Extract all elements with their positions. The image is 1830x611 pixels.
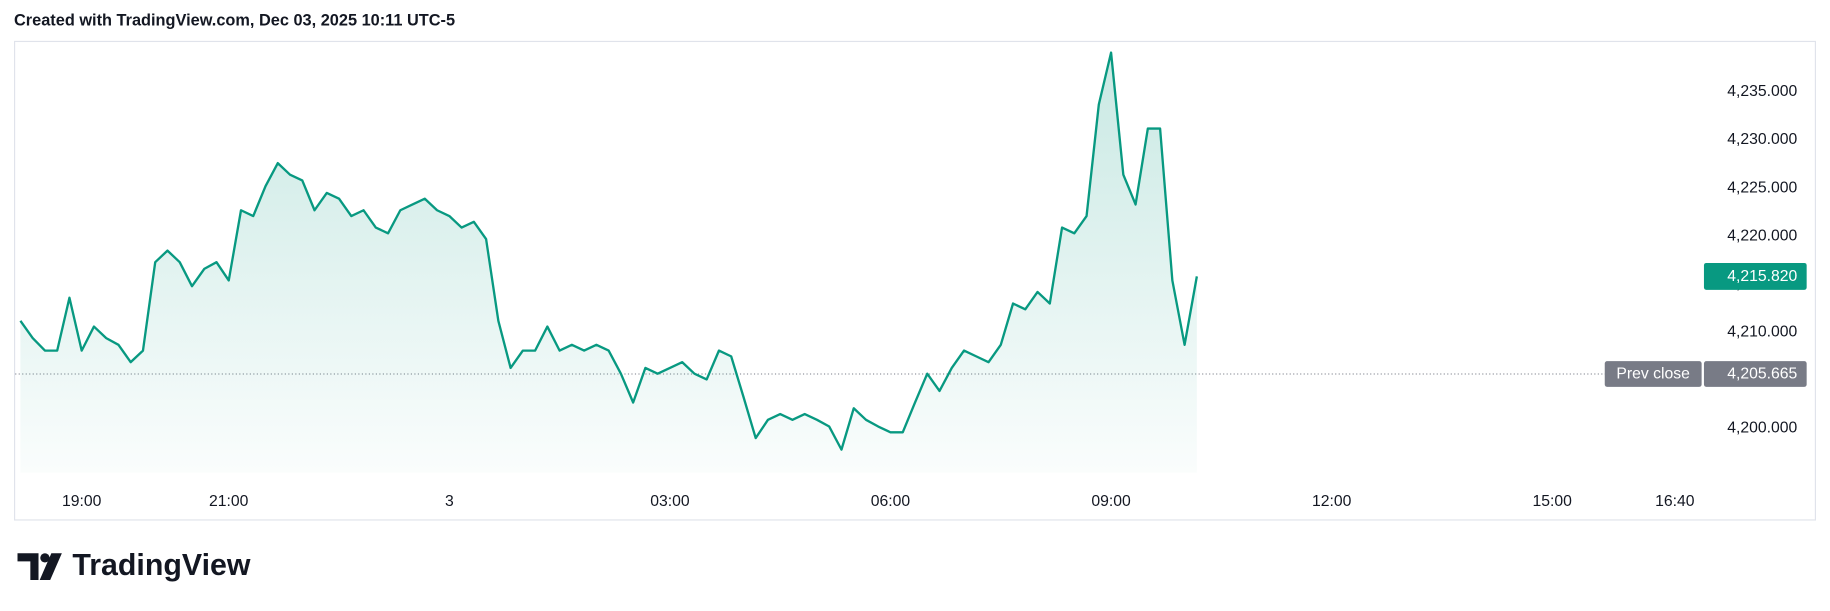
y-tick-label: 4,230.000 (1727, 131, 1797, 148)
y-tick-label: 4,225.000 (1727, 179, 1797, 196)
y-tick-label: 4,235.000 (1727, 83, 1797, 100)
logo-mark (17, 553, 39, 581)
prev-close-name: Prev close (1616, 366, 1690, 383)
prev-close-box (1703, 361, 1807, 387)
logo-dot (40, 553, 50, 563)
brand-logo: TradingView (17, 549, 251, 582)
area-fill (20, 52, 1197, 473)
header-title: Created with TradingView.com, Dec 03, 20… (14, 11, 455, 29)
last-price-box (1703, 262, 1807, 290)
logo-mark (39, 553, 62, 581)
x-tick-label: 19:00 (62, 493, 102, 510)
x-tick-label: 12:00 (1312, 493, 1352, 510)
brand-name: TradingView (72, 549, 250, 582)
y-tick-label: 4,200.000 (1727, 420, 1797, 437)
x-tick-label: 21:00 (209, 493, 249, 510)
prev-close-label: 4,205.665 (1727, 366, 1797, 383)
price-line (19, 51, 1199, 451)
x-tick-label: 3 (445, 493, 454, 510)
x-tick-label: 03:00 (650, 493, 690, 510)
y-tick-label: 4,210.000 (1727, 323, 1797, 340)
x-tick-label: 15:00 (1533, 493, 1573, 510)
x-tick-label: 16:40 (1655, 493, 1695, 510)
y-tick-label: 4,220.000 (1727, 227, 1797, 244)
x-tick-label: 09:00 (1091, 493, 1131, 510)
x-tick-label: 06:00 (871, 493, 911, 510)
prev-close-name-box (1604, 361, 1702, 387)
chart-frame (14, 40, 1816, 521)
last-price-label: 4,215.820 (1727, 268, 1797, 285)
